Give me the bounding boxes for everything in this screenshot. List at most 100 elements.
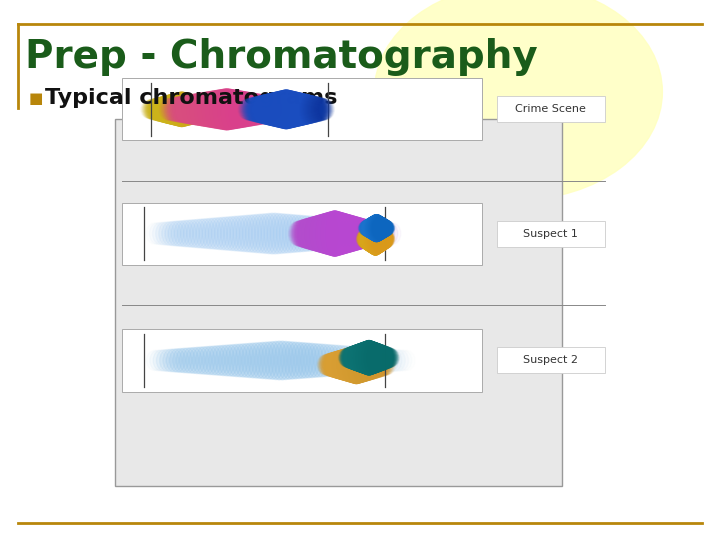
Ellipse shape [354,343,370,373]
Ellipse shape [351,347,367,383]
Ellipse shape [359,228,375,249]
Ellipse shape [149,98,165,120]
Ellipse shape [367,343,383,373]
Ellipse shape [344,347,360,382]
Ellipse shape [310,97,326,122]
Ellipse shape [378,220,394,236]
Ellipse shape [372,226,388,252]
Ellipse shape [221,89,237,130]
Ellipse shape [290,221,306,246]
Ellipse shape [272,98,288,121]
Ellipse shape [315,214,331,253]
Ellipse shape [363,226,379,252]
Ellipse shape [283,91,299,127]
Ellipse shape [376,219,392,237]
Ellipse shape [353,347,369,382]
Ellipse shape [330,351,346,379]
Ellipse shape [307,217,323,251]
Ellipse shape [258,94,274,124]
Ellipse shape [220,89,235,130]
Ellipse shape [358,230,374,248]
Ellipse shape [163,349,179,372]
Ellipse shape [336,349,352,380]
Ellipse shape [354,219,370,248]
Ellipse shape [372,353,387,377]
Ellipse shape [245,343,261,378]
Ellipse shape [362,227,378,251]
Ellipse shape [314,344,330,377]
Ellipse shape [166,94,182,125]
Ellipse shape [173,92,189,126]
Ellipse shape [308,97,324,122]
Ellipse shape [376,219,392,237]
Ellipse shape [379,355,395,375]
Ellipse shape [185,95,201,124]
Ellipse shape [270,213,286,254]
Ellipse shape [243,93,258,126]
Ellipse shape [224,217,240,251]
Ellipse shape [272,91,288,127]
Ellipse shape [338,214,354,253]
Ellipse shape [303,96,319,123]
Ellipse shape [261,342,277,379]
Ellipse shape [147,99,163,120]
Ellipse shape [278,90,294,129]
Ellipse shape [217,217,233,250]
Ellipse shape [366,222,382,245]
Ellipse shape [198,92,214,126]
Ellipse shape [378,230,394,248]
Ellipse shape [369,215,384,241]
Ellipse shape [320,354,336,375]
Ellipse shape [197,98,212,121]
Ellipse shape [383,349,399,372]
Ellipse shape [370,225,386,253]
Ellipse shape [320,213,336,254]
Ellipse shape [359,229,374,249]
Ellipse shape [367,223,383,255]
Ellipse shape [169,93,185,125]
Ellipse shape [261,213,277,254]
Ellipse shape [359,221,374,235]
Ellipse shape [374,353,390,376]
Ellipse shape [369,343,385,372]
Ellipse shape [167,94,183,125]
Ellipse shape [372,226,388,252]
Ellipse shape [333,350,348,379]
Ellipse shape [301,343,317,378]
Ellipse shape [158,96,174,123]
Ellipse shape [348,346,364,370]
Ellipse shape [323,212,339,255]
Ellipse shape [274,341,290,380]
Ellipse shape [179,96,195,123]
Ellipse shape [266,93,282,126]
Ellipse shape [373,227,389,251]
Ellipse shape [199,98,215,120]
Ellipse shape [360,341,376,375]
Ellipse shape [238,92,254,126]
Ellipse shape [215,217,230,250]
Ellipse shape [236,215,252,252]
Ellipse shape [156,350,172,371]
Ellipse shape [187,96,203,123]
Ellipse shape [276,91,292,128]
Ellipse shape [375,219,391,238]
Ellipse shape [363,341,379,374]
Ellipse shape [362,341,378,375]
Ellipse shape [359,220,375,247]
Ellipse shape [174,92,190,126]
Ellipse shape [253,96,269,123]
Ellipse shape [265,342,281,379]
Ellipse shape [368,215,384,241]
Ellipse shape [204,100,220,119]
Ellipse shape [356,219,372,248]
Ellipse shape [346,346,362,370]
Ellipse shape [348,346,364,383]
Ellipse shape [292,221,307,246]
Ellipse shape [242,98,258,120]
Ellipse shape [290,93,306,126]
Ellipse shape [377,220,392,237]
Ellipse shape [152,98,168,121]
Ellipse shape [206,91,222,127]
Ellipse shape [361,227,377,251]
Ellipse shape [193,93,209,126]
